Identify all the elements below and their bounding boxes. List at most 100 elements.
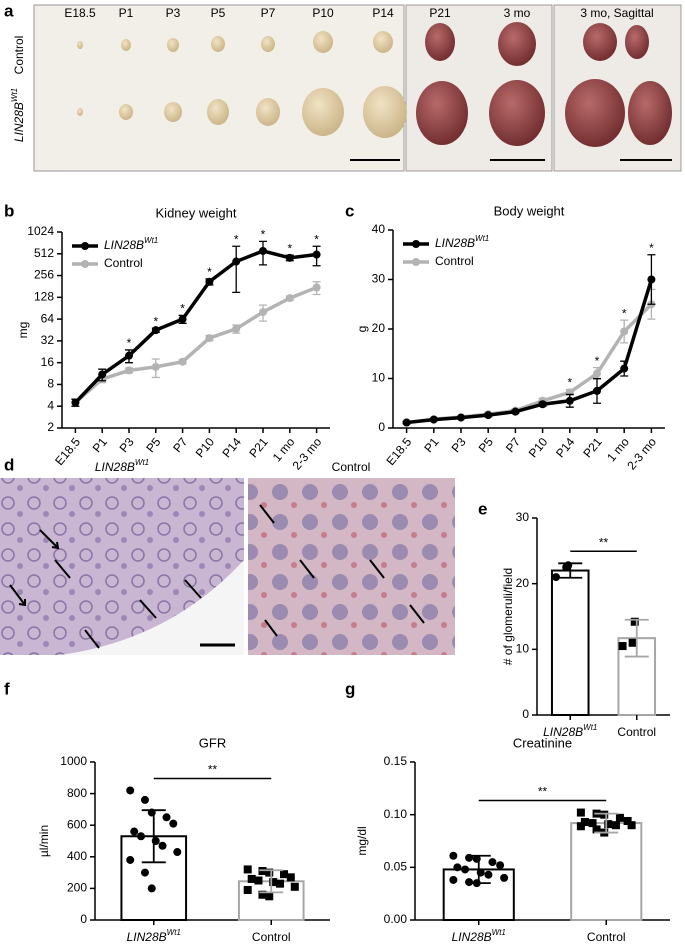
error-bar <box>594 812 619 834</box>
legend-marker <box>412 258 420 266</box>
data-point <box>265 868 274 877</box>
data-point <box>611 821 620 830</box>
legend-entry-text: Control <box>104 256 143 270</box>
data-point <box>130 827 139 836</box>
data-point <box>484 870 493 879</box>
data-point <box>457 413 465 422</box>
data-point <box>565 396 574 405</box>
x-tick-label: Control <box>252 930 291 944</box>
chart-title: Body weight <box>494 203 565 218</box>
error-bar <box>624 618 649 658</box>
x-tick-label: 2-3 mo <box>624 435 659 473</box>
y-tick-label: 0 <box>378 420 385 434</box>
y-tick-label: 1000 <box>60 754 87 768</box>
x-tick-label: P21 <box>580 435 605 461</box>
stage-label: P21 <box>429 6 451 20</box>
y-tick-label: 64 <box>41 311 55 325</box>
x-tick-label: LIN28BWt1 <box>127 928 181 944</box>
x-tick-label: LIN28BWt1 <box>543 723 597 739</box>
data-point <box>488 858 497 867</box>
photo-a <box>33 4 682 172</box>
x-tick-label: P21 <box>246 435 271 461</box>
legend-marker <box>412 240 420 248</box>
data-point <box>576 822 585 831</box>
stage-label: P7 <box>261 6 276 20</box>
data-point <box>290 882 299 891</box>
data-point <box>269 878 278 887</box>
data-point <box>232 257 241 266</box>
data-point <box>600 810 609 819</box>
y-axis-label: g <box>355 326 369 333</box>
data-point <box>140 868 149 877</box>
data-point <box>162 813 171 822</box>
y-tick-label: 0.15 <box>384 754 408 768</box>
x-tick-label: P10 <box>526 435 551 461</box>
y-axis-label: µl/min <box>37 825 51 857</box>
x-tick-label: E18.5 <box>383 435 414 468</box>
legend-marker <box>81 260 89 268</box>
panel-label: e <box>478 499 487 518</box>
data-point <box>620 364 629 373</box>
data-point <box>247 874 256 883</box>
stage-label: 3 mo, Sagittal <box>580 6 653 20</box>
stage-label: P1 <box>119 6 134 20</box>
y-tick-label: 40 <box>372 222 386 236</box>
y-tick-label: 512 <box>34 246 54 260</box>
stage-label: 3 mo <box>504 6 531 20</box>
data-point <box>538 400 547 409</box>
x-tick-label-text: LIN28B <box>452 930 492 944</box>
data-point <box>453 863 462 872</box>
photo-d <box>0 478 455 655</box>
error-bar <box>259 869 284 894</box>
series-line <box>74 249 317 404</box>
stage-label: P5 <box>211 6 226 20</box>
significance: * <box>180 302 185 316</box>
y-tick-label: 4 <box>47 398 54 412</box>
x-tick-label: P1 <box>421 435 441 455</box>
data-point <box>125 351 133 360</box>
chart-title: Creatinine <box>513 735 572 750</box>
legend-entry: Control <box>435 254 474 268</box>
y-tick-label: 0 <box>522 707 529 721</box>
significance: ** <box>538 785 548 799</box>
data-point <box>158 841 167 850</box>
data-point <box>125 366 133 375</box>
data-point <box>147 884 156 893</box>
y-tick-label: 600 <box>67 817 87 831</box>
data-point <box>280 870 289 879</box>
significance: * <box>127 336 132 350</box>
error-bar <box>558 562 583 579</box>
significance: * <box>622 306 627 320</box>
data-point <box>593 386 601 395</box>
panel-label: b <box>4 201 14 220</box>
data-point <box>461 865 470 874</box>
legend-entry: Control <box>104 256 143 270</box>
chart-title: GFR <box>199 735 226 750</box>
significance: * <box>234 232 239 246</box>
data-point <box>140 795 149 804</box>
significance: * <box>261 228 266 242</box>
legend-entry: LIN28BWt1 <box>435 234 489 250</box>
data-point <box>618 642 627 651</box>
bar <box>570 822 643 921</box>
y-tick-label: 8 <box>47 377 54 391</box>
stage-label: P3 <box>166 6 181 20</box>
data-point <box>259 308 267 317</box>
data-point <box>647 275 656 284</box>
y-tick-label: 0 <box>80 912 87 926</box>
y-tick-label: 20 <box>516 576 530 590</box>
data-point <box>620 327 629 336</box>
error-bar <box>466 854 491 885</box>
x-tick-label-text: LIN28B <box>543 725 583 739</box>
y-tick-label: 32 <box>41 333 55 347</box>
x-tick-label: Control <box>587 930 626 944</box>
data-point <box>205 277 214 286</box>
data-point <box>173 848 182 857</box>
x-tick-label: E18.5 <box>52 435 83 468</box>
x-tick-label: P7 <box>503 435 523 455</box>
data-point <box>592 825 601 834</box>
data-point <box>627 821 636 830</box>
data-point <box>178 357 187 366</box>
y-tick-label: 256 <box>34 268 54 282</box>
